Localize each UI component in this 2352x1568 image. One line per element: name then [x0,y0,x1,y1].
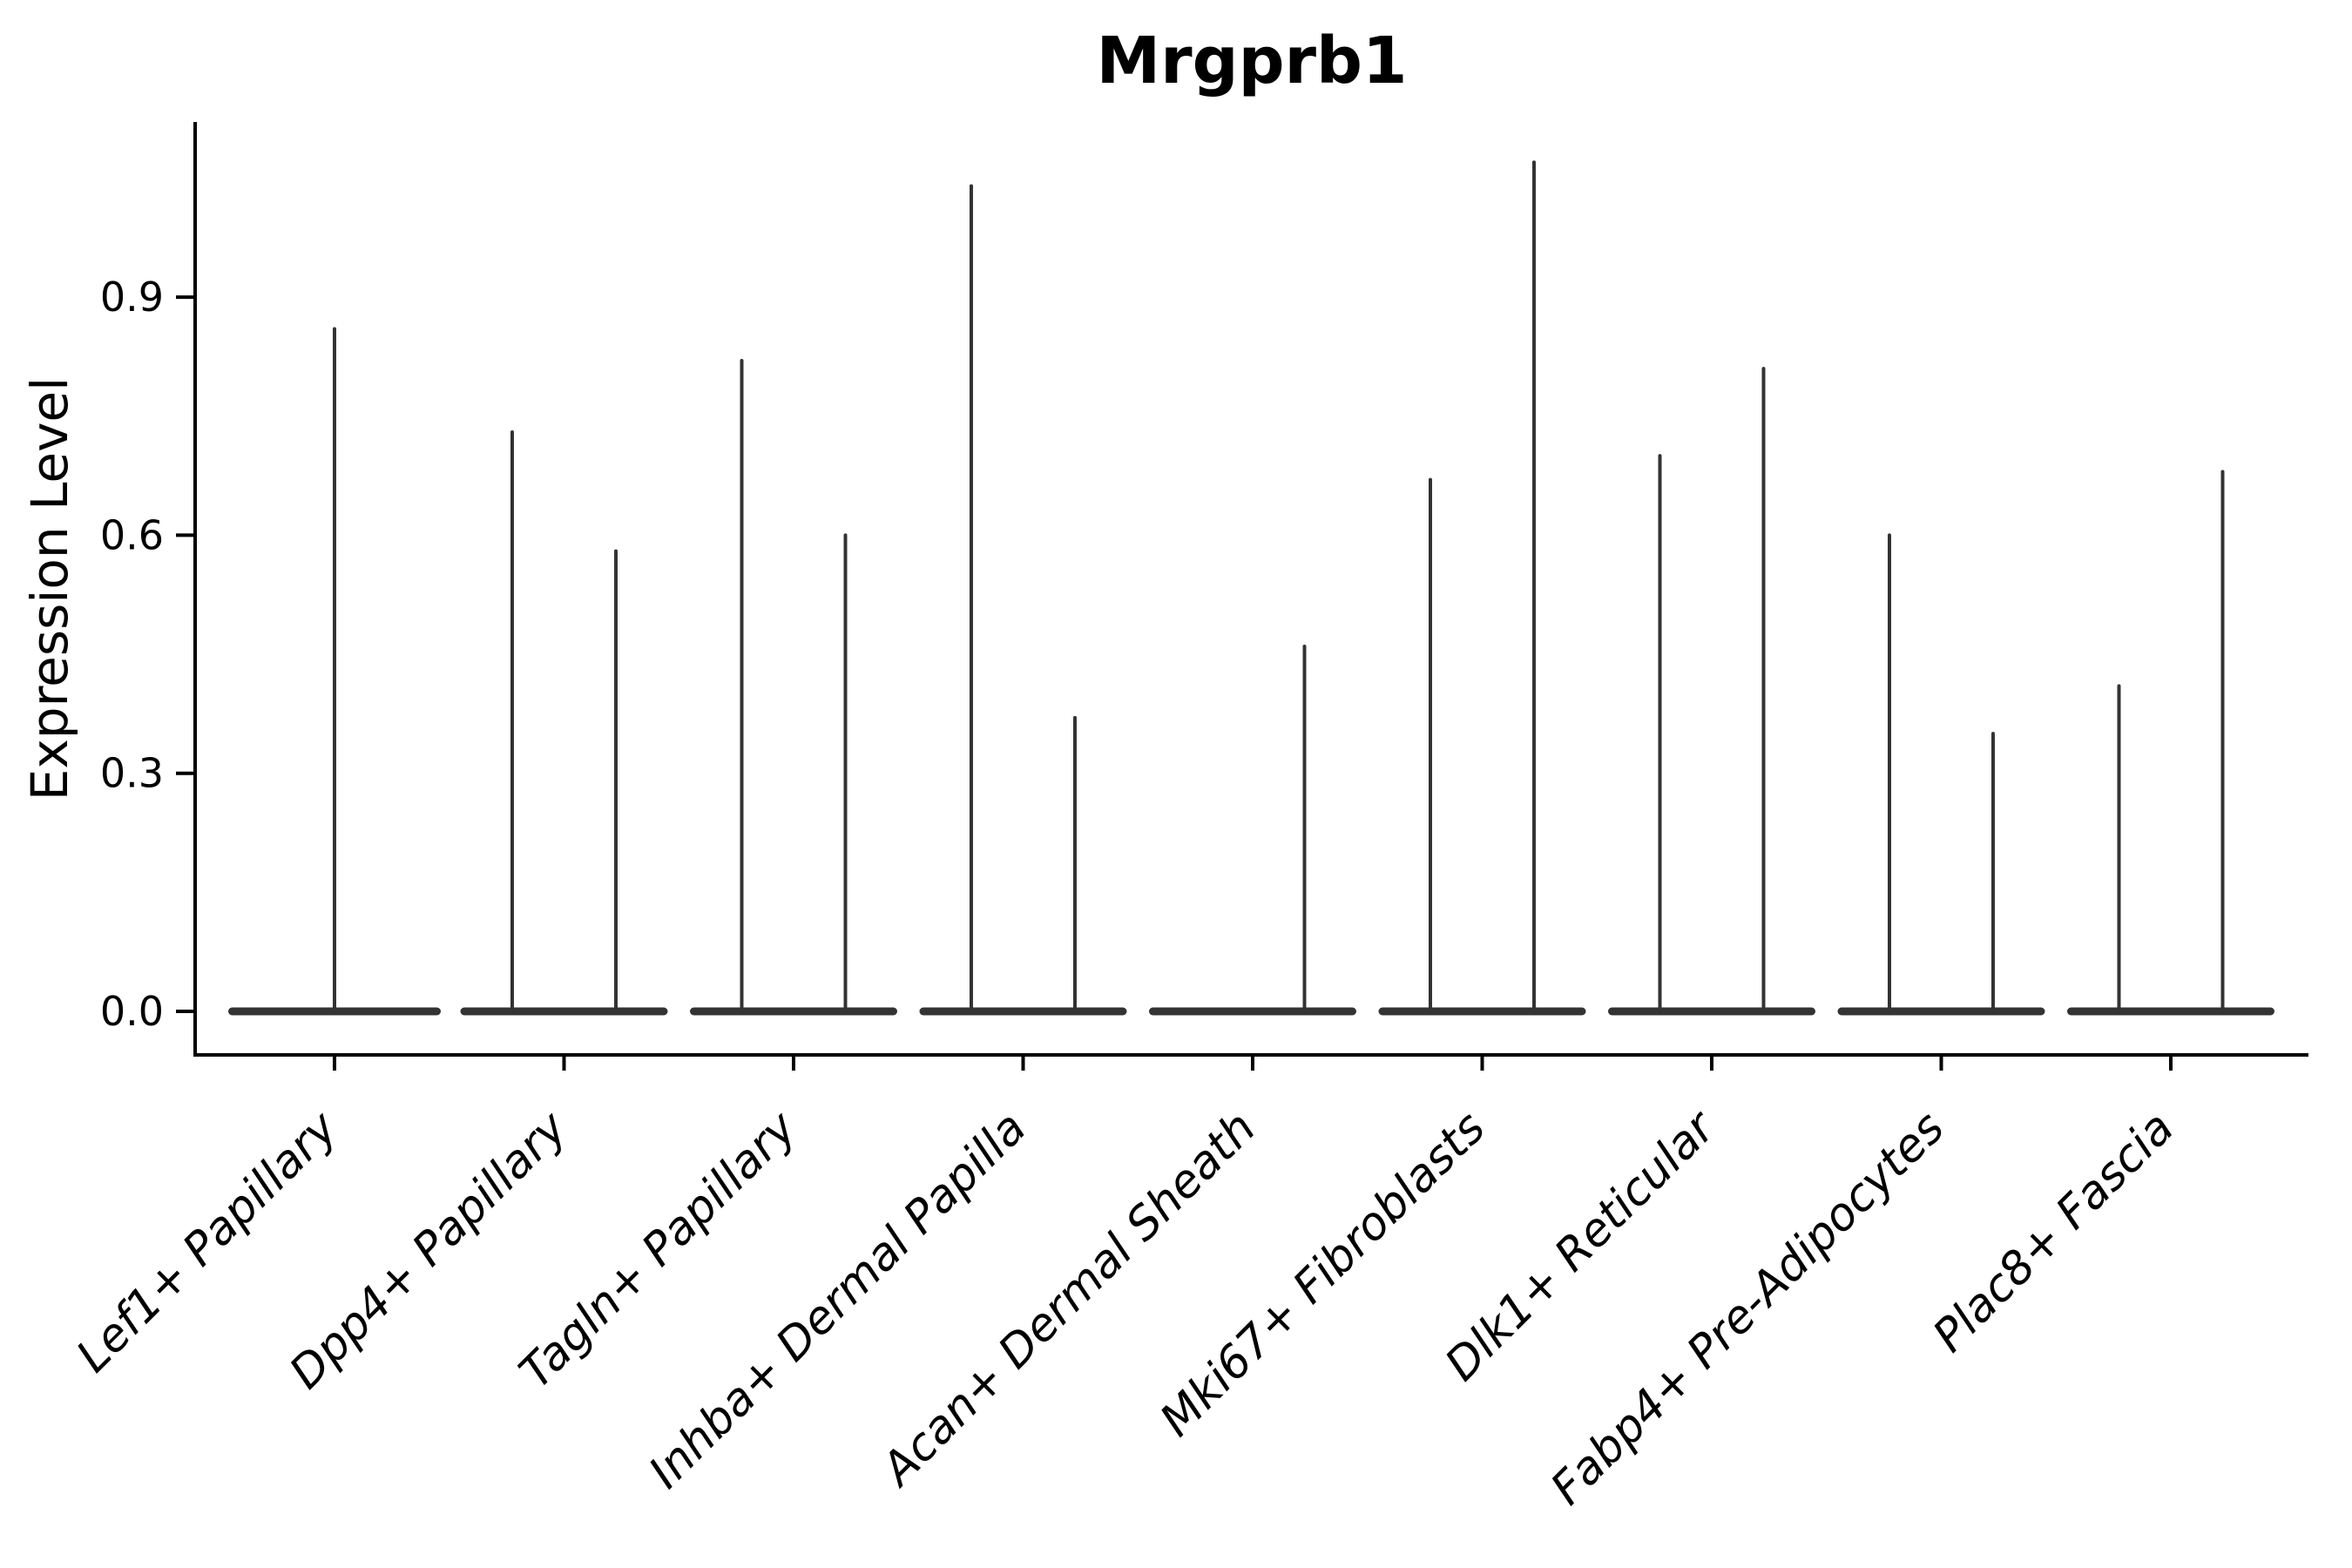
category-label: Fabp4+ Pre-Adipocytes [1541,1102,1955,1516]
y-tick-label: 0.0 [100,988,164,1035]
y-tick-label: 0.6 [100,511,164,558]
violin-base [1608,1007,1815,1016]
plot-title: Mrgprb1 [1096,24,1408,98]
violin-base [919,1007,1127,1016]
category-label: Plac8+ Fascia [1923,1102,2184,1362]
y-axis-label: Expression Level [20,376,79,801]
violin-base [1837,1007,2045,1016]
y-tick-label: 0.3 [100,750,164,797]
violin-base [2067,1007,2274,1016]
violin-base [1378,1007,1586,1016]
category-label: Inhba+ Dermal Papilla [639,1102,1037,1499]
violin-base [1149,1007,1356,1016]
category-label: Acan+ Dermal Sheath [870,1102,1266,1497]
y-tick-label: 0.9 [100,274,164,321]
violin-base [690,1007,897,1016]
violin-base [460,1007,668,1016]
